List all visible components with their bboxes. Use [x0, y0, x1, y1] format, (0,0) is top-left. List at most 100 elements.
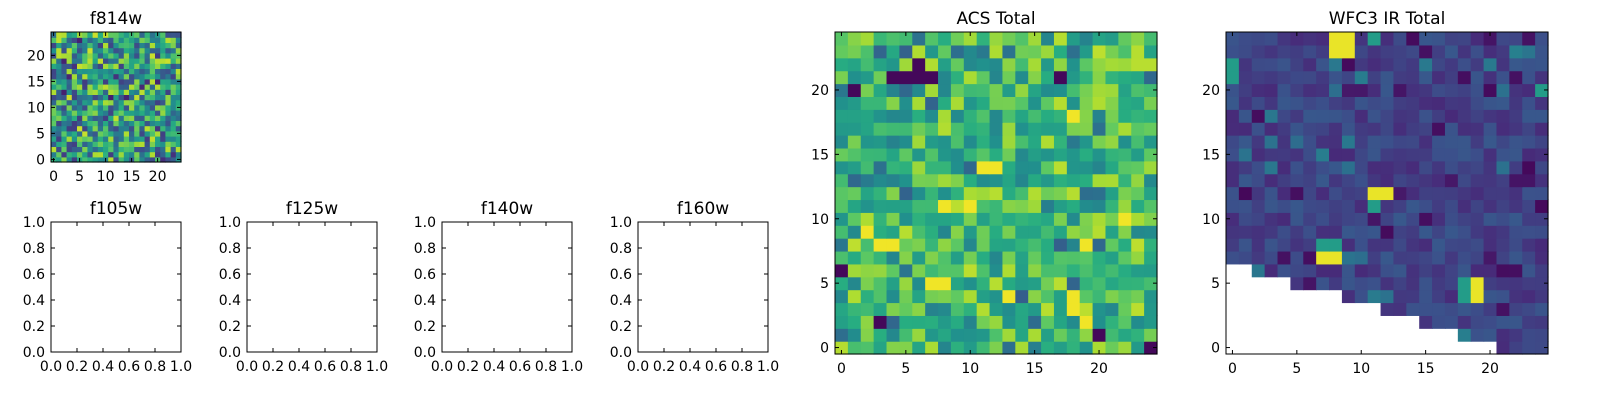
heatmap-cell — [1509, 70, 1523, 85]
heatmap-cell — [113, 47, 120, 54]
y-tick-label: 0.4 — [219, 293, 241, 309]
heatmap-cell — [1509, 199, 1523, 213]
x-tick-label: 0.2 — [457, 359, 479, 375]
heatmap-cell — [165, 141, 172, 147]
heatmap-cell — [1316, 199, 1330, 213]
heatmap-cell — [134, 125, 140, 132]
heatmap-cell — [873, 32, 888, 46]
heatmap-cell — [66, 151, 73, 158]
heatmap-cell — [97, 32, 104, 38]
heatmap-cell — [1457, 44, 1472, 59]
heatmap-cell — [139, 141, 146, 147]
heatmap-cell — [1303, 186, 1317, 201]
heatmap-cell — [123, 52, 130, 59]
heatmap-cell — [61, 89, 68, 95]
heatmap-cell — [1522, 199, 1536, 213]
heatmap-cell — [1457, 122, 1472, 136]
heatmap-cell — [155, 84, 161, 90]
heatmap-cell — [155, 78, 161, 85]
heatmap-cell — [1002, 70, 1016, 85]
heatmap-cell — [160, 89, 166, 95]
y-tick-label: 0.4 — [414, 293, 436, 309]
x-tick-label: 10 — [1352, 361, 1370, 377]
heatmap-cell — [1406, 135, 1420, 149]
heatmap-cell — [1341, 160, 1356, 175]
heatmap-cell — [873, 315, 888, 329]
heatmap-cell — [170, 42, 177, 49]
heatmap-cell — [149, 78, 156, 85]
heatmap-cell — [82, 115, 88, 121]
heatmap-cell — [66, 104, 73, 111]
heatmap-cell — [1002, 32, 1016, 46]
axes-frame — [50, 221, 182, 353]
heatmap-cell — [144, 47, 151, 54]
x-tick-label: 0.4 — [92, 359, 114, 375]
heatmap-cell — [175, 136, 182, 142]
heatmap-cell — [925, 109, 939, 123]
heatmap-cell — [1290, 57, 1304, 72]
heatmap-cell — [912, 173, 926, 188]
x-tick-label: 0.2 — [653, 359, 675, 375]
heatmap-cell — [1144, 263, 1158, 278]
heatmap-cell — [1092, 315, 1107, 329]
heatmap-cell — [1238, 32, 1253, 46]
heatmap-cell — [899, 160, 913, 175]
heatmap-cell — [1131, 109, 1145, 123]
heatmap-cell — [1367, 109, 1382, 123]
heatmap-cell — [51, 136, 57, 142]
heatmap-cell — [1290, 173, 1304, 188]
heatmap-cell — [51, 84, 57, 90]
heatmap-cell — [170, 84, 177, 90]
heatmap-cell — [835, 302, 849, 316]
heatmap-cell — [1535, 328, 1549, 342]
heatmap-cell — [1316, 225, 1330, 239]
heatmap-cell — [144, 89, 151, 95]
heatmap-cell — [873, 173, 888, 188]
heatmap-cell — [835, 57, 849, 72]
heatmap-cell — [1496, 212, 1510, 226]
heatmap-cell — [1470, 212, 1485, 226]
heatmap-cell — [1118, 250, 1132, 265]
heatmap-cell — [1238, 225, 1253, 239]
heatmap-cell — [1522, 147, 1536, 162]
heatmap-cell — [886, 160, 900, 175]
heatmap-cell — [835, 160, 849, 175]
heatmap-cell — [963, 250, 978, 265]
heatmap-cell — [61, 110, 68, 116]
heatmap-cell — [1238, 57, 1253, 72]
heatmap-cell — [873, 57, 888, 72]
heatmap-cell — [1053, 238, 1068, 252]
heatmap-cell — [149, 42, 156, 49]
heatmap-cell — [1522, 250, 1536, 265]
heatmap-cell — [976, 328, 991, 342]
heatmap-cell — [155, 136, 161, 142]
heatmap-cell — [835, 32, 849, 46]
heatmap-cell — [1105, 186, 1119, 201]
heatmap-cell — [1144, 289, 1158, 304]
heatmap-cell — [1290, 96, 1304, 110]
heatmap-cell — [1041, 32, 1055, 46]
heatmap-cell — [77, 141, 83, 147]
heatmap-cell — [1131, 173, 1145, 188]
heatmap-cell — [1053, 341, 1068, 355]
heatmap-cell — [1131, 289, 1145, 304]
heatmap-cell — [155, 130, 161, 137]
heatmap-cell — [1053, 225, 1068, 239]
heatmap-cell — [108, 110, 114, 116]
heatmap-cell — [123, 42, 130, 49]
heatmap-cell — [1131, 147, 1145, 162]
x-tick-label: 15 — [123, 169, 141, 185]
heatmap-cell — [82, 151, 88, 158]
heatmap-cell — [860, 212, 875, 226]
heatmap-cell — [925, 341, 939, 355]
heatmap-cell — [144, 99, 151, 106]
heatmap-cell — [1066, 122, 1081, 136]
heatmap-cell — [1303, 160, 1317, 175]
heatmap-cell — [886, 122, 900, 136]
heatmap-cell — [1470, 186, 1485, 201]
heatmap-cell — [113, 104, 120, 111]
heatmap-cell — [1470, 276, 1485, 291]
heatmap-cell — [71, 136, 78, 142]
heatmap-cell — [1406, 96, 1420, 110]
